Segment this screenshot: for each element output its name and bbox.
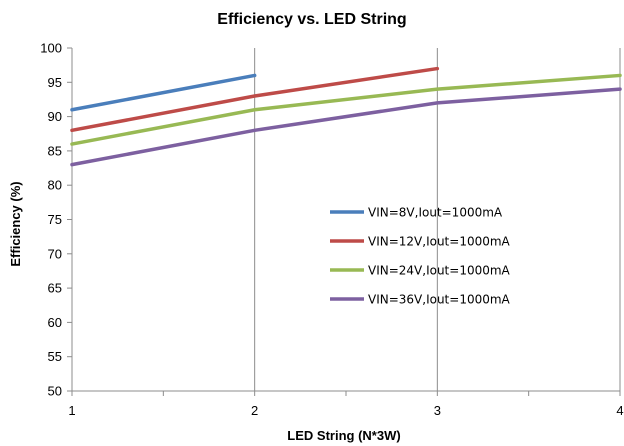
y-tick-label-60: 60 — [48, 315, 62, 330]
y-tick-label-80: 80 — [48, 178, 62, 193]
y-tick-label-55: 55 — [48, 349, 62, 364]
legend-label-3: VIN=24V,Iout=1000mA — [368, 264, 511, 278]
y-tick-label-70: 70 — [48, 246, 62, 261]
x-tick-label-4: 4 — [616, 403, 623, 418]
x-tick-label-1: 1 — [68, 403, 75, 418]
grid — [254, 48, 621, 391]
x-tick-label-3: 3 — [434, 403, 441, 418]
legend-label-2: VIN=12V,Iout=1000mA — [368, 235, 511, 249]
y-tick-label-50: 50 — [48, 384, 62, 399]
y-tick-label-95: 95 — [48, 75, 62, 90]
legend: VIN=8V,Iout=1000mA VIN=12V,Iout=1000mA VIN… — [330, 206, 511, 307]
series-line-4 — [70, 87, 622, 167]
y-axis-title: Efficiency (%) — [8, 181, 23, 266]
y-tick-label-75: 75 — [48, 212, 62, 227]
x-tick-labels: 1 2 3 4 — [68, 403, 623, 418]
chart-title: Efficiency vs. LED String — [217, 11, 406, 28]
axes — [67, 47, 621, 396]
series-line-1 — [70, 73, 257, 112]
y-tick-label-85: 85 — [48, 143, 62, 158]
legend-label-1: VIN=8V,Iout=1000mA — [368, 206, 503, 220]
y-tick-label-100: 100 — [40, 41, 62, 56]
legend-label-4: VIN=36V,Iout=1000mA — [368, 293, 511, 307]
x-tick-label-2: 2 — [251, 403, 258, 418]
series-line-3 — [70, 73, 622, 146]
x-axis-title: LED String (N*3W) — [287, 428, 400, 443]
y-tick-labels: 50 55 60 65 70 75 80 85 90 95 100 — [40, 41, 62, 399]
series-line-2 — [70, 66, 440, 133]
series-lines — [70, 66, 622, 167]
y-tick-label-90: 90 — [48, 109, 62, 124]
y-tick-label-65: 65 — [48, 281, 62, 296]
